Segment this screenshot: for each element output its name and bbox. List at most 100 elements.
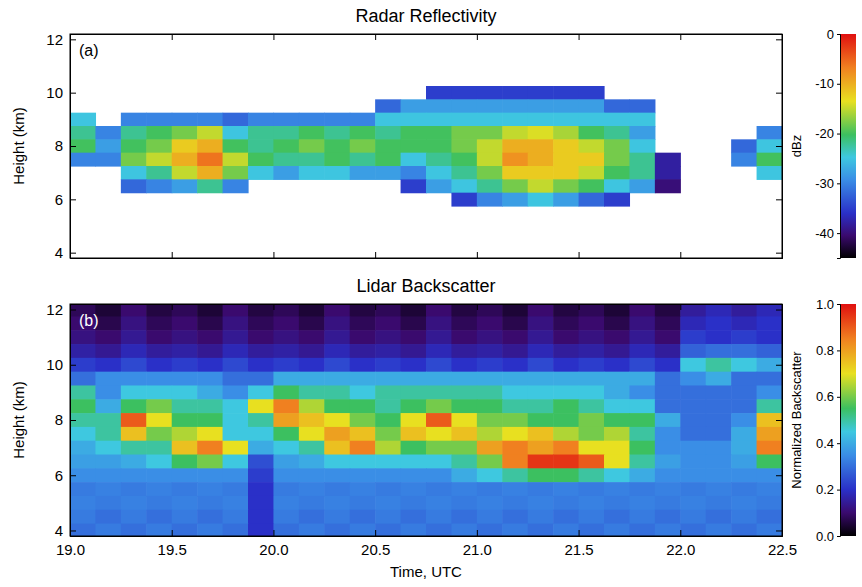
- cell: [553, 344, 579, 358]
- tick-label: 0.8: [816, 343, 834, 358]
- cell: [350, 482, 376, 496]
- cell: [223, 482, 249, 496]
- cell: [248, 166, 274, 180]
- cell: [324, 496, 350, 510]
- cell: [350, 496, 376, 510]
- cell: [477, 330, 503, 344]
- tick-mark: [70, 304, 71, 310]
- cell: [273, 510, 299, 524]
- cell: [451, 482, 477, 496]
- tick: 10: [46, 356, 76, 373]
- cell: [299, 496, 325, 510]
- cell: [70, 399, 96, 413]
- cell: [680, 372, 706, 386]
- x-axis: 19.019.520.020.521.021.522.022.5: [56, 530, 797, 558]
- cell: [172, 166, 198, 180]
- tick-mark: [837, 84, 840, 85]
- cell: [757, 344, 782, 358]
- cell: [70, 413, 96, 427]
- cell: [731, 455, 757, 469]
- cell: [375, 126, 401, 140]
- cell: [146, 126, 172, 140]
- cell: [706, 455, 732, 469]
- cell: [629, 510, 655, 524]
- cell: [146, 330, 172, 344]
- cell: [324, 413, 350, 427]
- cell: [502, 113, 528, 127]
- cell: [197, 316, 223, 330]
- tick: [579, 252, 580, 258]
- cell: [451, 496, 477, 510]
- cell: [299, 316, 325, 330]
- cell: [350, 344, 376, 358]
- figure: Radar Reflectivity4681012Height (km)(a)0…: [0, 0, 862, 587]
- cell: [197, 166, 223, 180]
- cell: [146, 455, 172, 469]
- tick: 0.2: [816, 482, 840, 497]
- cell: [70, 468, 96, 482]
- cell: [146, 153, 172, 167]
- panel-title: Radar Reflectivity: [355, 6, 496, 26]
- cell: [95, 413, 121, 427]
- cell: [731, 496, 757, 510]
- cell: [579, 153, 605, 167]
- tick: 22.0: [666, 530, 695, 558]
- cell: [350, 330, 376, 344]
- cell: [223, 455, 249, 469]
- tick: [375, 34, 376, 40]
- cell: [706, 427, 732, 441]
- cell: [172, 524, 198, 536]
- cell: [629, 427, 655, 441]
- cell: [350, 358, 376, 372]
- cell: [197, 344, 223, 358]
- axis-line: [71, 305, 77, 537]
- cell: [273, 385, 299, 399]
- cell: [248, 455, 274, 469]
- cell: [604, 113, 630, 127]
- cell: [248, 304, 274, 317]
- cell: [146, 482, 172, 496]
- cell: [70, 126, 96, 140]
- tick-mark: [837, 134, 840, 135]
- tick-mark: [70, 252, 71, 258]
- cell: [146, 496, 172, 510]
- plot-frame: [70, 34, 782, 258]
- tick-label: 19.5: [158, 541, 187, 558]
- cell: [579, 510, 605, 524]
- cell: [146, 372, 172, 386]
- cell: [146, 399, 172, 413]
- cell: [477, 126, 503, 140]
- cell: [655, 316, 681, 330]
- tick-mark: [776, 420, 782, 421]
- cell: [502, 86, 528, 100]
- cell: [757, 468, 782, 482]
- cell: [477, 99, 503, 113]
- cell: [426, 372, 452, 386]
- cell: [197, 468, 223, 482]
- tick-mark: [837, 350, 840, 351]
- cell: [197, 126, 223, 140]
- tick-mark: [680, 530, 681, 536]
- cell: [579, 399, 605, 413]
- cell: [70, 139, 96, 153]
- cell: [95, 482, 121, 496]
- cell: [528, 126, 554, 140]
- cell: [401, 126, 427, 140]
- cell: [172, 358, 198, 372]
- cell: [502, 139, 528, 153]
- cell: [324, 455, 350, 469]
- cell: [731, 468, 757, 482]
- cell: [197, 455, 223, 469]
- cell: [95, 372, 121, 386]
- cell: [197, 179, 223, 193]
- cell: [324, 482, 350, 496]
- cell: [451, 139, 477, 153]
- cell: [70, 330, 96, 344]
- tick: [776, 475, 782, 476]
- cell: [655, 524, 681, 536]
- cell: [629, 139, 655, 153]
- cell: [197, 385, 223, 399]
- cell: [604, 99, 630, 113]
- cell: [70, 372, 96, 386]
- tick-mark: [477, 34, 478, 40]
